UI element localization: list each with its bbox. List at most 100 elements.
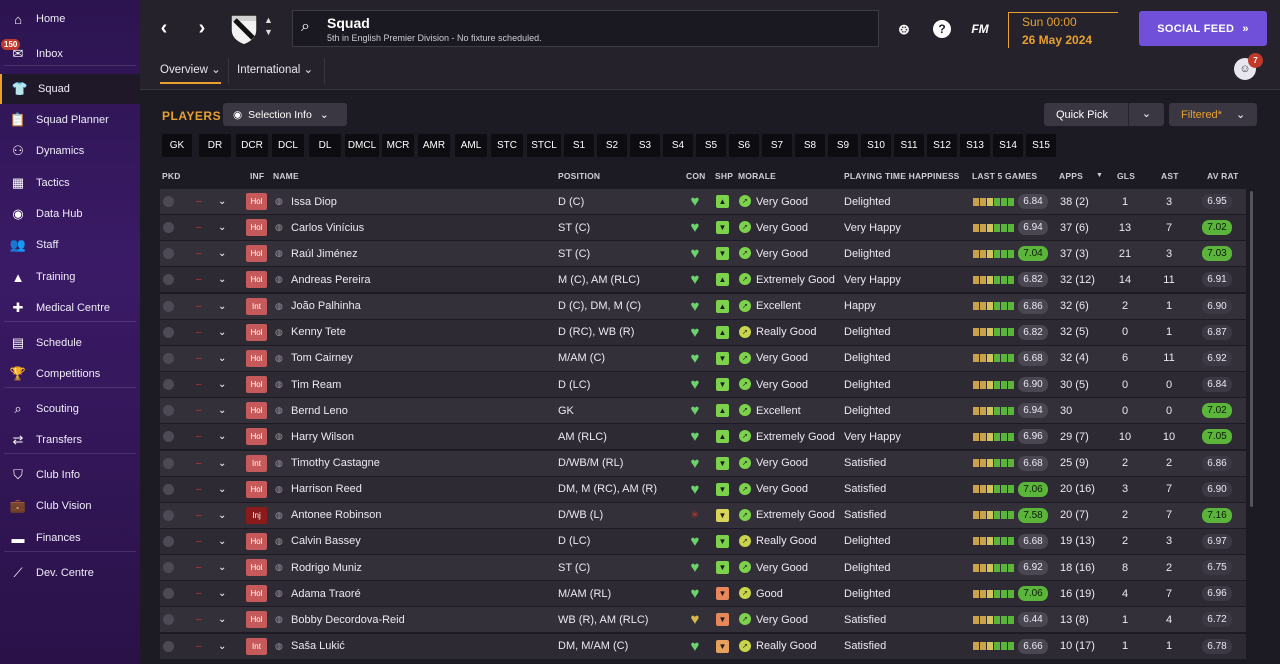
- sidebar-item-staff[interactable]: 👥 Staff: [0, 230, 140, 260]
- table-row[interactable]: – ⌄ Hol ◍ Adama Traoré M/AM (RL) ♥ ▼ ➚ Good Deligh…: [160, 581, 1246, 607]
- table-row[interactable]: – ⌄ Hol ◍ Issa Diop D (C) ♥ ▲ ➚ Very Good Delighte…: [160, 189, 1246, 214]
- tab-international[interactable]: International ⌄: [237, 62, 313, 76]
- position-filter-s1[interactable]: S1: [564, 134, 594, 157]
- pick-indicator-icon[interactable]: [163, 398, 175, 423]
- sidebar-item-squad-planner[interactable]: 📋 Squad Planner: [0, 105, 140, 135]
- position-filter-dr[interactable]: DR: [199, 134, 231, 157]
- column-header-last-5-games[interactable]: LAST 5 GAMES: [972, 171, 1038, 181]
- row-menu-chevron-icon[interactable]: ⌄: [218, 196, 227, 207]
- position-filter-gk[interactable]: GK: [162, 134, 192, 157]
- pick-indicator-icon[interactable]: [163, 320, 175, 345]
- sidebar-item-finances[interactable]: ▬ Finances: [0, 523, 140, 553]
- player-name[interactable]: Tom Cairney: [291, 352, 353, 365]
- player-name[interactable]: Timothy Castagne: [291, 457, 380, 469]
- player-name[interactable]: Saša Lukić: [291, 640, 345, 653]
- scrollbar[interactable]: [1250, 191, 1253, 507]
- sidebar-item-squad[interactable]: 👕 Squad: [0, 74, 140, 104]
- row-menu-chevron-icon[interactable]: ⌄: [218, 274, 227, 286]
- row-menu-chevron-icon[interactable]: ⌄: [218, 535, 227, 547]
- column-header-shp[interactable]: SHP: [715, 171, 734, 181]
- position-filter-s8[interactable]: S8: [795, 134, 825, 157]
- position-filter-s9[interactable]: S9: [828, 134, 858, 157]
- player-name[interactable]: Tim Ream: [291, 378, 342, 391]
- column-header-name[interactable]: NAME: [273, 171, 299, 181]
- player-name[interactable]: Adama Traoré: [291, 587, 361, 600]
- sidebar-item-scouting[interactable]: ⌕ Scouting: [0, 394, 140, 424]
- help-button[interactable]: ?: [931, 18, 953, 40]
- position-filter-dmcl[interactable]: DMCL: [345, 134, 379, 157]
- position-filter-s6[interactable]: S6: [729, 134, 759, 157]
- table-row[interactable]: – ⌄ Inj ◍ Antonee Robinson D/WB (L) ✳ ▼ ➚ Extreme…: [160, 502, 1246, 528]
- row-menu-chevron-icon[interactable]: ⌄: [218, 614, 227, 626]
- player-name[interactable]: Raúl Jiménez: [291, 247, 358, 260]
- sidebar-item-competitions[interactable]: 🏆 Competitions: [0, 359, 140, 389]
- quick-pick-button[interactable]: Quick Pick ⌄: [1044, 103, 1164, 126]
- column-header-gls[interactable]: GLS: [1117, 171, 1136, 181]
- pick-indicator-icon[interactable]: [163, 346, 175, 371]
- pick-indicator-icon[interactable]: [163, 634, 175, 659]
- globe-trophy-icon[interactable]: ⊛: [898, 20, 910, 37]
- row-menu-chevron-icon[interactable]: ⌄: [218, 352, 227, 364]
- pick-indicator-icon[interactable]: [163, 529, 175, 554]
- table-row[interactable]: – ⌄ Hol ◍ Andreas Pereira M (C), AM (RLC) ♥ ▲ ➚ E…: [160, 267, 1246, 293]
- column-header-pkd[interactable]: PKD: [162, 171, 181, 181]
- table-row[interactable]: – ⌄ Hol ◍ Rodrigo Muniz ST (C) ♥ ▼ ➚ Very Good Del…: [160, 555, 1246, 581]
- selection-info-button[interactable]: ◉ Selection Info ⌄: [223, 103, 347, 126]
- pick-indicator-icon[interactable]: [163, 189, 175, 214]
- pick-indicator-icon[interactable]: [163, 294, 175, 319]
- pick-indicator-icon[interactable]: [163, 555, 175, 580]
- sidebar-item-dynamics[interactable]: ⚇ Dynamics: [0, 136, 140, 166]
- player-name[interactable]: Antonee Robinson: [291, 509, 382, 522]
- row-menu-chevron-icon[interactable]: ⌄: [218, 326, 227, 338]
- position-filter-s5[interactable]: S5: [696, 134, 726, 157]
- sidebar-item-schedule[interactable]: ▤ Schedule: [0, 328, 140, 358]
- column-header-apps[interactable]: APPS: [1059, 171, 1083, 181]
- player-name[interactable]: João Palhinha: [291, 300, 361, 313]
- forward-arrow-icon[interactable]: ›: [198, 16, 206, 39]
- table-row[interactable]: – ⌄ Hol ◍ Bobby Decordova-Reid WB (R), AM (RL…: [160, 607, 1246, 633]
- row-menu-chevron-icon[interactable]: ⌄: [218, 562, 227, 574]
- sidebar-item-training[interactable]: ▲ Training: [0, 262, 140, 292]
- row-menu-chevron-icon[interactable]: ⌄: [218, 483, 227, 495]
- column-header-playing-time-happiness[interactable]: PLAYING TIME HAPPINESS: [844, 171, 960, 181]
- table-row[interactable]: – ⌄ Hol ◍ Harrison Reed DM, M (RC), AM (R) ♥ ▼ ➚…: [160, 476, 1246, 502]
- player-name[interactable]: Andreas Pereira: [291, 273, 371, 286]
- table-row[interactable]: – ⌄ Int ◍ Saša Lukić DM, M/AM (C) ♥ ▼ ➚ Really Go…: [160, 633, 1246, 659]
- row-menu-chevron-icon[interactable]: ⌄: [218, 405, 227, 417]
- position-filter-s7[interactable]: S7: [762, 134, 792, 157]
- screen-title-box[interactable]: ⌕ Squad 5th in English Premier Division …: [292, 10, 879, 47]
- position-filter-s12[interactable]: S12: [927, 134, 957, 157]
- fm-menu-button[interactable]: FM: [971, 22, 989, 36]
- date-display[interactable]: Sun 00:00 26 May 2024: [1008, 12, 1118, 48]
- table-row[interactable]: – ⌄ Hol ◍ Carlos Vinícius ST (C) ♥ ▼ ➚ Very Good V…: [160, 215, 1246, 241]
- player-name[interactable]: Kenny Tete: [291, 326, 346, 339]
- table-row[interactable]: – ⌄ Hol ◍ Kenny Tete D (RC), WB (R) ♥ ▲ ➚ Really …: [160, 319, 1246, 345]
- sidebar-item-club-vision[interactable]: 💼 Club Vision: [0, 491, 140, 521]
- pick-indicator-icon[interactable]: [163, 503, 175, 528]
- position-filter-stcl[interactable]: STCL: [527, 134, 561, 157]
- position-filter-s3[interactable]: S3: [630, 134, 660, 157]
- player-name[interactable]: Harrison Reed: [291, 483, 362, 496]
- player-name[interactable]: Issa Diop: [291, 195, 337, 208]
- filter-button[interactable]: Filtered* ⌄: [1169, 103, 1257, 126]
- social-feed-button[interactable]: SOCIAL FEED »: [1139, 11, 1267, 46]
- position-filter-aml[interactable]: AML: [455, 134, 487, 157]
- row-menu-chevron-icon[interactable]: ⌄: [218, 431, 227, 443]
- sidebar-item-medical-centre[interactable]: ✚ Medical Centre: [0, 293, 140, 323]
- row-menu-chevron-icon[interactable]: ⌄: [218, 640, 227, 652]
- row-menu-chevron-icon[interactable]: ⌄: [218, 222, 227, 234]
- table-row[interactable]: – ⌄ Hol ◍ Calvin Bassey D (LC) ♥ ▼ ➚ Really Good D…: [160, 528, 1246, 554]
- position-filter-s14[interactable]: S14: [993, 134, 1023, 157]
- table-row[interactable]: – ⌄ Hol ◍ Tim Ream D (LC) ♥ ▼ ➚ Very Good Delighte…: [160, 372, 1246, 398]
- column-header-position[interactable]: POSITION: [558, 171, 601, 181]
- player-name[interactable]: Carlos Vinícius: [291, 221, 365, 234]
- table-row[interactable]: – ⌄ Hol ◍ Tom Cairney M/AM (C) ♥ ▼ ➚ Very Good Del…: [160, 345, 1246, 371]
- table-row[interactable]: – ⌄ Hol ◍ Bernd Leno GK ♥ ▲ ➚ Excellent Delighted 6…: [160, 398, 1246, 424]
- player-name[interactable]: Rodrigo Muniz: [291, 561, 362, 574]
- row-menu-chevron-icon[interactable]: ⌄: [218, 457, 227, 469]
- column-header-ast[interactable]: AST: [1161, 171, 1179, 181]
- chevron-down-icon[interactable]: ⌄: [1128, 103, 1164, 126]
- pick-indicator-icon[interactable]: [163, 607, 175, 632]
- back-arrow-icon[interactable]: ‹: [160, 16, 168, 39]
- position-filter-dl[interactable]: DL: [309, 134, 341, 157]
